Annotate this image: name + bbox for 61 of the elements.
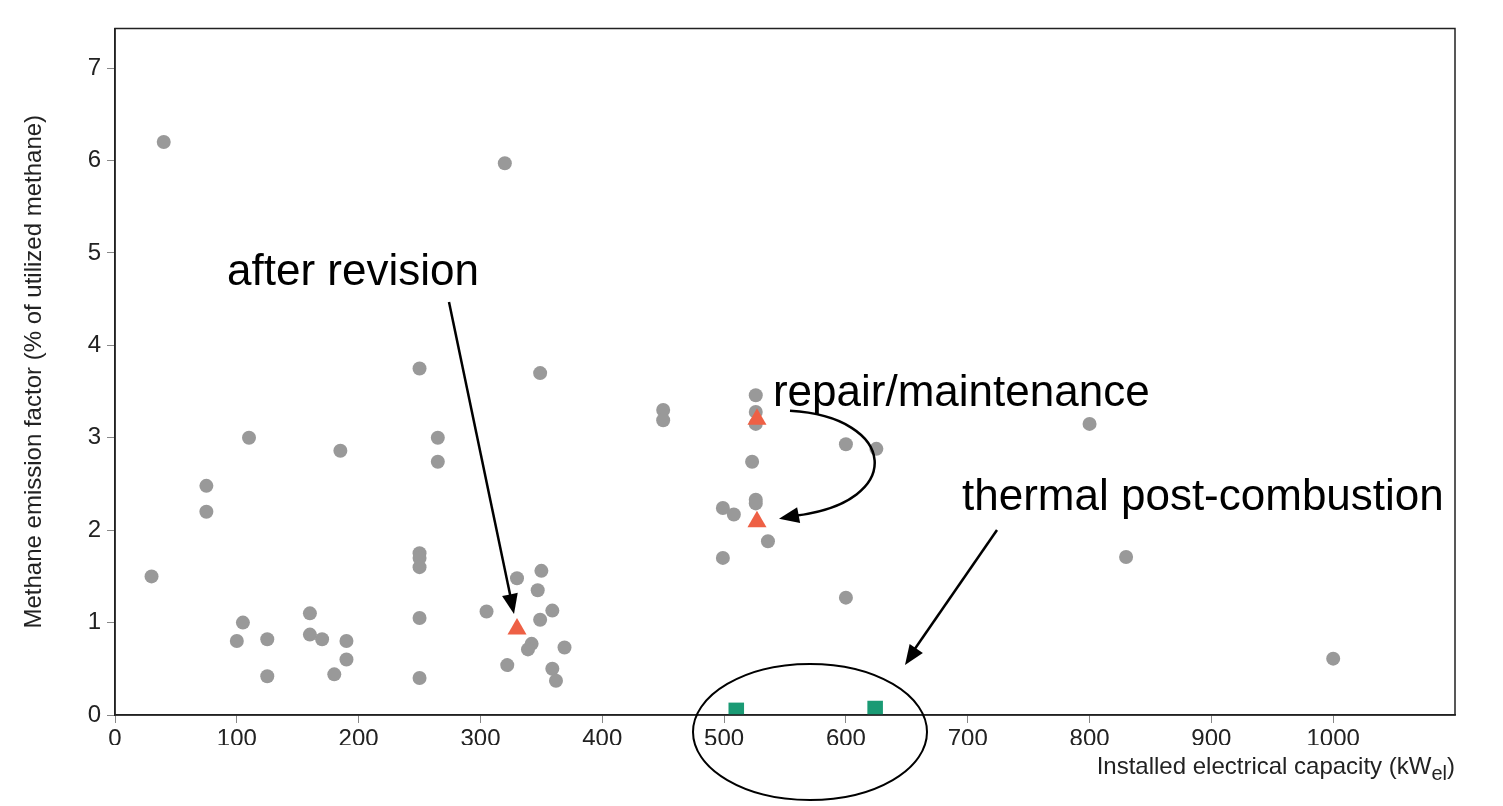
point (867, 700, 883, 715)
point (339, 634, 354, 649)
point (715, 501, 730, 515)
point (199, 504, 214, 519)
point (548, 673, 563, 688)
point (242, 430, 256, 445)
point (229, 634, 244, 649)
y-tick-label: 7 (87, 52, 101, 80)
point (745, 454, 760, 469)
annotation: repair/maintenance (772, 365, 1150, 415)
point (1119, 549, 1134, 564)
point (533, 612, 548, 627)
point (545, 661, 560, 676)
point (545, 603, 560, 618)
point (533, 366, 548, 381)
point (260, 632, 275, 647)
point (530, 583, 545, 598)
point (838, 437, 853, 452)
point (412, 671, 427, 686)
point (656, 413, 671, 428)
point (339, 652, 354, 667)
y-tick-label: 4 (87, 329, 101, 357)
y-tick-label: 3 (87, 422, 101, 450)
point (838, 590, 853, 605)
point (235, 615, 250, 630)
annotation: thermal post-combustion (962, 470, 1444, 519)
point (412, 610, 427, 625)
y-tick-label: 1 (87, 607, 101, 635)
point (479, 604, 494, 619)
point (430, 454, 445, 469)
y-tick-label: 0 (87, 699, 101, 727)
point (327, 667, 342, 682)
point (510, 571, 524, 586)
point (199, 478, 214, 493)
point (760, 534, 775, 549)
point (412, 560, 427, 575)
point (302, 606, 317, 621)
point (315, 632, 330, 647)
point (333, 443, 348, 458)
y-axis-title: Methane emission factor (% of utilized methane) (19, 114, 47, 629)
point (557, 640, 572, 655)
point (144, 569, 159, 584)
y-tick-label: 2 (87, 514, 101, 542)
point (520, 642, 535, 657)
point (497, 156, 512, 171)
point (500, 658, 515, 673)
y-tick-label: 6 (87, 145, 101, 173)
y-tick-label: 5 (87, 237, 101, 265)
point (302, 627, 317, 642)
annotation: after revision (227, 245, 479, 295)
point (1326, 651, 1341, 666)
point (534, 563, 549, 578)
point (412, 361, 427, 376)
point (726, 507, 741, 522)
point (748, 388, 763, 403)
point (430, 430, 445, 445)
x-axis-title: Installed electrical capacity (kW$_{el}$) (1096, 752, 1455, 785)
point (156, 135, 171, 150)
point (715, 550, 730, 565)
point (260, 669, 275, 684)
point (1082, 416, 1097, 431)
